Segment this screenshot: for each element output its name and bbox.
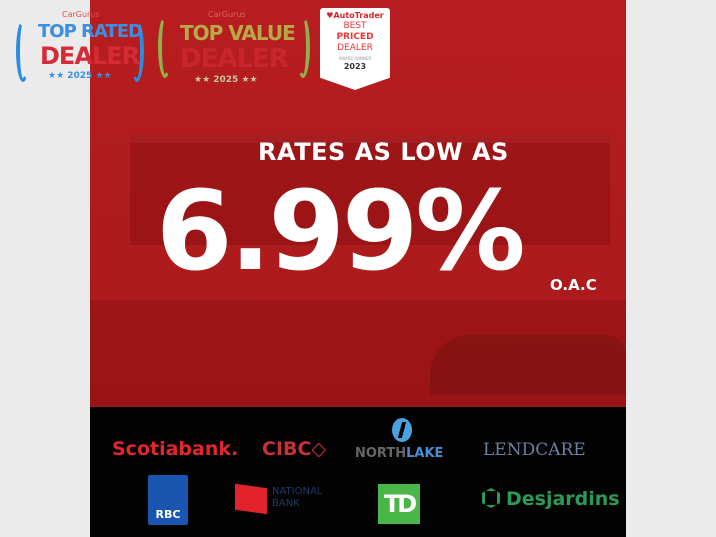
badge-top-rated-year: ★★ 2025 ★★ (48, 71, 112, 81)
badge-line: BEST (343, 21, 367, 31)
headline: RATES AS LOW AS (258, 138, 509, 166)
badge-top-rated-line2: DEALER (40, 42, 140, 70)
badge-line: PRICED (336, 32, 374, 42)
northlake-text: NORTH (355, 446, 407, 461)
rate-value: 6.99% (156, 167, 526, 295)
oac-note: O.A.C (550, 276, 597, 294)
badge-award: AWARD WINNER (338, 56, 372, 61)
td-logo: TD (378, 484, 420, 524)
dealership-background (130, 135, 610, 245)
badge-line: DEALER (337, 43, 373, 53)
autotrader-badge: ♥AutoTrader BEST PRICED DEALER AWARD WIN… (320, 8, 390, 90)
national-bank-flag-icon (235, 483, 267, 515)
scotiabank-logo: Scotiabank. (112, 438, 239, 460)
badge-top-value-year: ★★ 2025 ★★ (194, 75, 258, 85)
northlake-text: LAKE (406, 446, 444, 461)
national-bank-text: NATIONAL (272, 486, 323, 497)
badge-year: 2023 (343, 62, 367, 71)
autotrader-logo: ♥AutoTrader (326, 11, 384, 20)
laurel-icon (296, 16, 310, 78)
rbc-logo: RBC (148, 475, 188, 525)
cargurus-logo: CarGurus (62, 10, 100, 19)
cibc-logo: CIBC◇ (262, 438, 327, 460)
car-background (430, 335, 626, 395)
badge-top-rated-line1: TOP RATED (38, 21, 143, 42)
northlake-logo: NORTHLAKE (355, 446, 443, 461)
badge-top-value-line1: TOP VALUE (180, 21, 296, 45)
desjardins-text: Desjardins (506, 488, 620, 510)
cargurus-logo: CarGurus (208, 10, 246, 19)
lendcare-logo: LENDCARE (483, 440, 586, 460)
laurel-icon (158, 16, 172, 78)
laurel-icon (16, 20, 30, 82)
national-bank-text: BANK (272, 498, 300, 509)
badge-top-value-line2: DEALER (180, 44, 289, 74)
desjardins-logo: Desjardins (482, 488, 620, 510)
road-background (90, 300, 626, 407)
northlake-compass-icon (392, 418, 412, 442)
hexagon-icon (482, 488, 500, 508)
laurel-icon (130, 20, 144, 82)
national-bank-logo: NATIONAL BANK (272, 486, 322, 510)
